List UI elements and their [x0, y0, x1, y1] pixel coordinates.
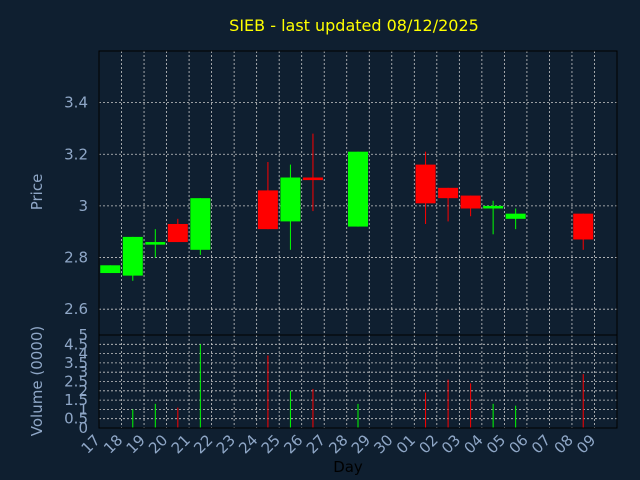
candle-body-19 [145, 242, 166, 245]
candle-body-18 [122, 236, 143, 276]
volume-tick-label: 4.5 [64, 335, 88, 353]
price-tick-label: 2.8 [64, 249, 88, 267]
volume-plot-frame [98, 334, 618, 429]
volume-tick-label: 0 [78, 419, 88, 437]
volume-tick-label: 2 [78, 382, 88, 400]
volume-tick-label: 1 [78, 400, 88, 418]
x-axis-label: Day [333, 458, 363, 476]
plot-frames [98, 50, 618, 429]
price-tick-label: 3 [78, 197, 88, 215]
candle-body-02 [438, 187, 459, 199]
x-tick-label: 09 [573, 431, 599, 457]
price-tick-label: 2.6 [64, 300, 88, 318]
grid [99, 51, 617, 429]
price-tick-label: 3.4 [64, 94, 88, 112]
candle-body-24 [257, 190, 278, 230]
volume-tick-label: 3 [78, 363, 88, 381]
price-axis-label: Price [28, 174, 46, 211]
volume-tick-label: 2.5 [64, 373, 88, 391]
candle-body-04 [483, 205, 504, 209]
candle-body-25 [280, 177, 301, 222]
candlesticks [100, 133, 594, 281]
volume-bars [132, 344, 584, 428]
candle-body-08 [573, 213, 594, 240]
candle-body-01 [415, 164, 436, 204]
volume-tick-label: 5 [78, 326, 88, 344]
volume-tick-label: 0.5 [64, 410, 88, 428]
candle-body-28 [348, 151, 368, 227]
chart-title: SIEB - last updated 08/12/2025 [229, 16, 479, 35]
candle-body-17 [100, 265, 121, 274]
candle-body-05 [505, 213, 526, 219]
volume-tick-label: 3.5 [64, 354, 88, 372]
volume-tick-label: 4 [78, 345, 88, 363]
candle-body-21 [190, 198, 211, 250]
price-tick-label: 3.2 [64, 145, 88, 163]
volume-axis-label: Volume (0000) [28, 326, 46, 436]
candle-body-20 [167, 223, 188, 243]
volume-tick-label: 1.5 [64, 391, 88, 409]
candle-body-03 [460, 195, 481, 209]
candle-body-26 [302, 177, 323, 181]
